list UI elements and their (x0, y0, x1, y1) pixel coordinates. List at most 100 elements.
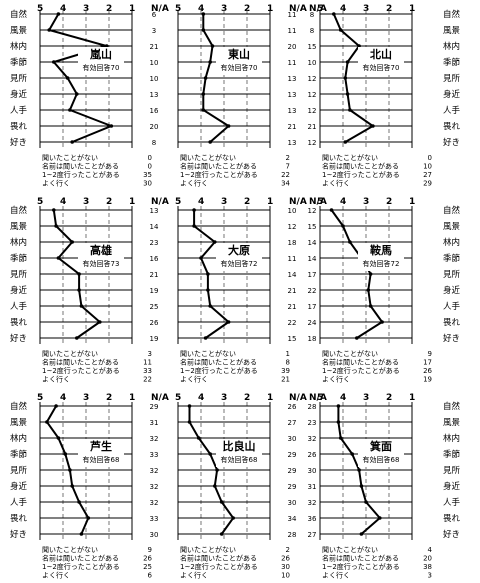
answer-label: 聞いたことがない (42, 153, 98, 162)
answer-count: 9 (428, 350, 432, 358)
na-count: 29 (150, 403, 159, 411)
data-point (201, 92, 206, 96)
na-count: 32 (308, 435, 317, 443)
answer-label: 1~2度行ったことがある (180, 562, 258, 571)
na-count: 24 (308, 319, 317, 327)
na-count: 29 (288, 451, 297, 459)
category-label: 好き (443, 333, 460, 344)
axis-label-2: 2 (386, 393, 392, 403)
axis-label-3: 3 (83, 393, 89, 403)
answer-label: 1~2度行ったことがある (180, 170, 258, 179)
data-point (56, 256, 61, 260)
category-label: 人手 (443, 497, 461, 508)
answer-count: 9 (148, 546, 152, 554)
na-count: 14 (288, 271, 297, 279)
data-point (187, 404, 192, 408)
chart-title: 東山 (228, 47, 250, 61)
answer-label: 聞いたことがない (322, 153, 378, 162)
axis-label-3: 3 (221, 197, 227, 207)
data-point (192, 224, 196, 228)
axis-label-na: N/A (289, 393, 307, 403)
answer-label: よく行く (322, 375, 350, 384)
chart-title: 嵐山 (89, 47, 112, 61)
answer-label: 1~2度行ったことがある (322, 562, 400, 571)
na-count: 32 (150, 483, 159, 491)
axis-label-3: 3 (221, 4, 227, 14)
title-backdrop (78, 439, 124, 467)
na-count: 32 (150, 499, 159, 507)
data-point (378, 516, 382, 520)
category-label: 風景 (10, 418, 27, 428)
answer-label: 名前は聞いたことがある (322, 162, 399, 171)
category-label: 林内 (443, 237, 460, 248)
na-count: 13 (150, 207, 159, 215)
answer-label: 名前は聞いたことがある (180, 358, 257, 367)
na-count: 34 (288, 515, 297, 523)
category-label: 季節 (10, 449, 28, 460)
na-count: 27 (288, 419, 297, 427)
na-count: 32 (308, 499, 317, 507)
axis-label-5: 5 (37, 197, 43, 207)
chart-title: 箕面 (369, 439, 392, 453)
data-point (226, 124, 231, 128)
na-count: 19 (150, 287, 159, 295)
answer-label: 聞いたことがない (180, 153, 236, 162)
data-point (219, 500, 224, 504)
answer-label: 名前は聞いたことがある (322, 358, 399, 367)
axis-label-4: 4 (340, 197, 346, 207)
category-label: 好き (10, 137, 27, 148)
data-point (187, 420, 192, 424)
na-count: 12 (308, 107, 317, 115)
category-label: 林内 (10, 433, 27, 444)
answer-count: 0 (428, 154, 432, 162)
axis-label-4: 4 (198, 393, 204, 403)
data-point (338, 436, 343, 440)
na-count: 29 (288, 483, 297, 491)
na-count: 36 (308, 515, 317, 523)
category-label: 見所 (10, 465, 28, 476)
axis-label-4: 4 (198, 4, 204, 14)
data-point (348, 108, 352, 112)
axis-label-1: 1 (409, 393, 415, 403)
category-label: 畏れ (10, 514, 28, 524)
axis-label-2: 2 (244, 393, 250, 403)
data-point (56, 436, 61, 440)
title-backdrop (358, 243, 404, 271)
data-point (77, 272, 81, 276)
data-point (350, 452, 355, 456)
title-backdrop (78, 243, 124, 271)
axis-label-3: 3 (363, 4, 369, 14)
axis-label-5: 5 (175, 4, 181, 14)
category-label: 好き (10, 333, 27, 344)
answer-count: 26 (281, 555, 290, 563)
data-point (52, 208, 56, 212)
axis-label-4: 4 (60, 4, 66, 14)
data-point (345, 60, 350, 64)
answer-count: 35 (143, 171, 152, 179)
answer-count: 22 (281, 171, 290, 179)
category-label: 人手 (10, 105, 28, 116)
na-count: 11 (288, 27, 297, 35)
na-count: 14 (150, 223, 159, 231)
category-label: 風景 (443, 418, 460, 428)
category-label: 身近 (10, 89, 28, 100)
na-count: 8 (310, 27, 314, 35)
data-point (54, 404, 58, 408)
data-point (357, 44, 361, 48)
data-point (364, 500, 368, 504)
title-backdrop (216, 243, 262, 271)
data-point (359, 484, 364, 488)
category-label: 身近 (443, 481, 461, 492)
answer-label: 聞いたことがない (322, 349, 378, 358)
answer-count: 3 (148, 350, 152, 358)
answer-count: 33 (143, 367, 152, 375)
answer-count: 2 (286, 154, 290, 162)
na-count: 21 (308, 123, 317, 131)
answer-label: よく行く (180, 375, 208, 384)
na-count: 30 (288, 499, 297, 507)
na-count: 10 (150, 75, 159, 83)
category-label: 自然 (443, 205, 461, 216)
category-label: 自然 (10, 401, 28, 412)
data-point (79, 304, 84, 308)
